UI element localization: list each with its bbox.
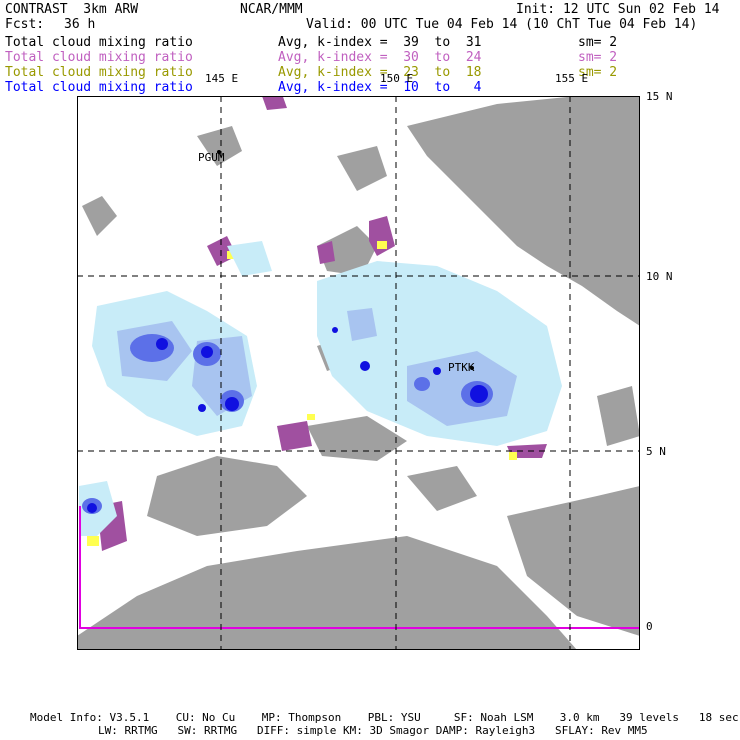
lat-label-10n: 10 N — [646, 270, 673, 283]
model-title: CONTRAST 3km ARW — [5, 2, 139, 17]
org-label: NCAR/MMM — [240, 2, 303, 17]
model-info-line1: Model Info: V3.5.1 CU: No Cu MP: Thompso… — [30, 711, 739, 724]
station-marker-pgum — [217, 150, 221, 154]
lon-label-145: 145 E — [205, 72, 239, 85]
legend-sm-1: sm= 2 — [578, 35, 618, 50]
forecast-label: Fcst: — [5, 17, 45, 32]
purple-contours — [97, 96, 547, 551]
legend-avg-3: Avg, k-index = 23 to 18 — [278, 65, 482, 80]
station-label-ptkk: PTKK — [448, 361, 475, 374]
legend-avg-1: Avg, k-index = 39 to 31 — [278, 35, 482, 50]
lat-label-5n: 5 N — [646, 445, 666, 458]
grid-lines — [77, 96, 640, 650]
cloud-core — [87, 327, 488, 513]
station-marker-ptkk — [470, 366, 474, 370]
model-info-line2: LW: RRTMG SW: RRTMG DIFF: simple KM: 3D … — [98, 724, 648, 737]
legend-name-3: Total cloud mixing ratio — [5, 65, 193, 80]
legend-avg-4: Avg, k-index = 10 to 4 — [278, 80, 482, 95]
valid-time: Valid: 00 UTC Tue 04 Feb 14 (10 ChT Tue … — [306, 17, 698, 32]
legend-sm-3: sm= 2 — [578, 65, 618, 80]
lon-label-155: 155 E — [555, 72, 589, 85]
cloud-map — [77, 96, 640, 650]
legend-avg-2: Avg, k-index = 30 to 24 — [278, 50, 482, 65]
forecast-value: 36 h — [64, 17, 96, 32]
lon-label-150: 150 E — [380, 72, 414, 85]
legend-name-2: Total cloud mixing ratio — [5, 50, 193, 65]
legend-name-1: Total cloud mixing ratio — [5, 35, 193, 50]
lat-label-15n: 15 N — [646, 90, 673, 103]
legend-sm-2: sm= 2 — [578, 50, 618, 65]
init-time: Init: 12 UTC Sun 02 Feb 14 — [516, 2, 720, 17]
domain-boundary — [79, 506, 640, 629]
legend-name-4: Total cloud mixing ratio — [5, 80, 193, 95]
lat-label-0: 0 — [646, 620, 653, 633]
station-label-pgum: PGUM — [198, 151, 225, 164]
